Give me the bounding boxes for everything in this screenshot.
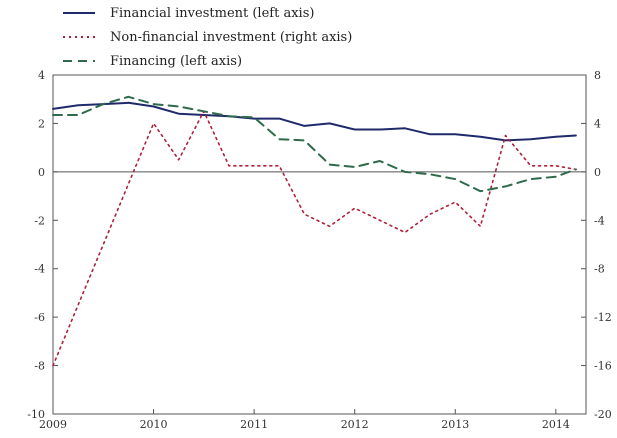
left-y-axis: 4 2 0 -2 -4 -6 -8 -10 <box>27 69 58 421</box>
x-tick-label: 2012 <box>341 418 369 431</box>
x-tick-label: 2014 <box>542 418 570 431</box>
left-tick-label: -6 <box>34 311 45 324</box>
right-tick-label: 4 <box>594 117 601 130</box>
legend: Financial investment (left axis) Non-fin… <box>63 6 352 69</box>
x-axis: 2009 2010 2011 2012 2013 2014 <box>39 409 570 431</box>
right-tick-label: -20 <box>594 408 612 421</box>
left-tick-label: -4 <box>34 263 45 276</box>
x-tick-label: 2010 <box>140 418 168 431</box>
x-tick-label: 2013 <box>441 418 469 431</box>
left-tick-label: -10 <box>27 408 45 421</box>
right-tick-label: -8 <box>594 263 605 276</box>
left-tick-label: 4 <box>38 69 45 82</box>
series-line-1 <box>52 110 577 367</box>
left-tick-label: -2 <box>34 214 45 227</box>
legend-label-non-financial-investment: Non-financial investment (right axis) <box>110 30 352 45</box>
left-tick-label: 2 <box>38 117 45 130</box>
plot-area-frame <box>52 74 587 415</box>
right-tick-label: 8 <box>594 69 601 82</box>
x-tick-label: 2011 <box>240 418 268 431</box>
right-tick-label: -4 <box>594 214 605 227</box>
right-tick-label: -12 <box>594 311 612 324</box>
left-tick-label: 0 <box>38 166 45 179</box>
x-tick-label: 2009 <box>39 418 67 431</box>
right-y-axis: 8 4 0 -4 -8 -12 -16 -20 <box>581 69 612 421</box>
series-layer <box>52 95 577 367</box>
right-tick-label: 0 <box>594 166 601 179</box>
series-line-0 <box>52 101 577 142</box>
legend-label-financing: Financing (left axis) <box>110 54 242 69</box>
legend-label-financial-investment: Financial investment (left axis) <box>110 6 314 21</box>
right-tick-label: -16 <box>594 360 612 373</box>
series-line-2 <box>52 95 577 193</box>
left-tick-label: -8 <box>34 360 45 373</box>
